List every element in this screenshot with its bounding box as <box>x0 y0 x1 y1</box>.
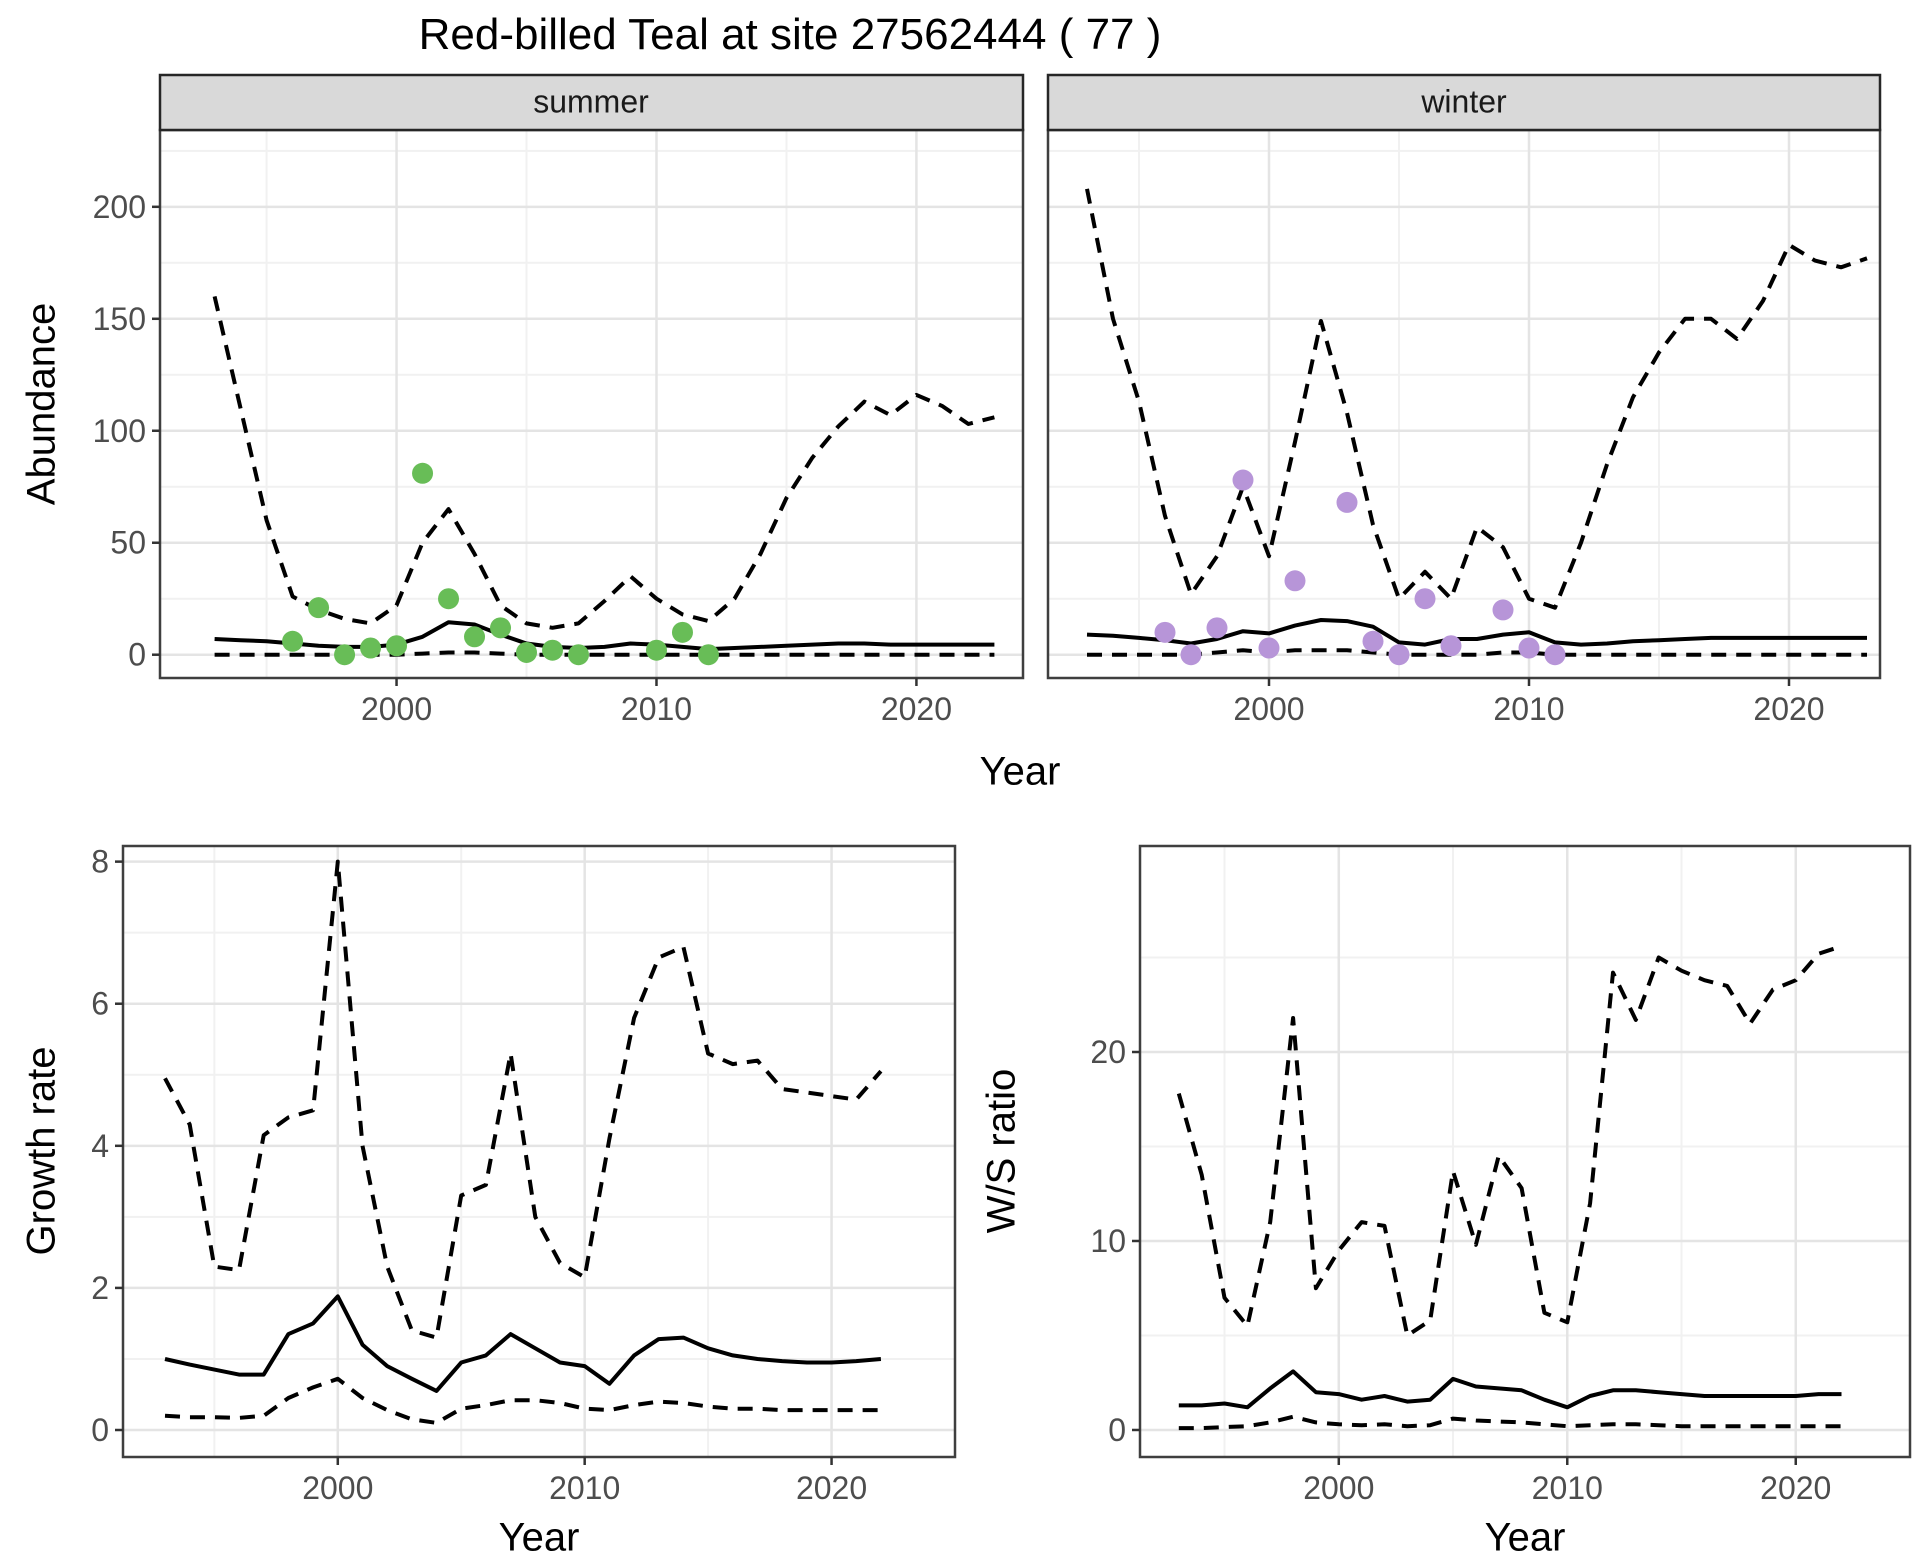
y-axis-tick-label: 10 <box>1090 1223 1126 1259</box>
observed-counts-point <box>1154 621 1176 643</box>
abundance-winter-lower-95ci-line <box>1087 648 1867 657</box>
y-axis-tick-label: 100 <box>93 413 146 449</box>
observed-counts-point <box>1180 644 1202 666</box>
page-title: Red-billed Teal at site 27562444 ( 77 ) <box>418 10 1162 59</box>
y-axis-title-ws-ratio: W/S ratio <box>979 1068 1024 1234</box>
observed-counts-point <box>1388 644 1410 666</box>
x-axis-tick-label: 2000 <box>361 691 432 727</box>
observed-counts-point <box>1544 644 1566 666</box>
x-axis-tick-label: 2020 <box>796 1470 867 1506</box>
panel-background <box>1140 846 1910 1457</box>
observed-counts-point <box>568 644 590 666</box>
panel-border <box>121 844 957 1459</box>
observed-counts-point <box>1492 599 1514 621</box>
y-axis-title-growth-rate: Growth rate <box>19 1046 64 1256</box>
observed-counts-point <box>516 641 538 663</box>
observed-counts-point <box>1336 491 1358 513</box>
x-axis-tick-label: 2010 <box>1493 691 1564 727</box>
observed-counts-point <box>1414 588 1436 610</box>
ws-ratio-median-line <box>1178 1369 1842 1410</box>
y-axis-tick-label: 20 <box>1090 1034 1126 1070</box>
facet-label-winter: winter <box>1421 83 1507 120</box>
x-axis-title-year-top: Year <box>979 749 1061 794</box>
observed-counts-point <box>1440 635 1462 657</box>
panel-background <box>123 846 955 1457</box>
facet-strip <box>158 73 1025 132</box>
x-axis-tick-label: 2010 <box>1532 1470 1603 1506</box>
ws-ratio-lower-95ci-line <box>1178 1414 1842 1431</box>
y-axis-tick-label: 50 <box>110 525 146 561</box>
observed-counts-point <box>464 626 486 648</box>
x-axis-title-year-bottom-left: Year <box>498 1515 580 1560</box>
panel-background <box>1048 130 1880 678</box>
observed-counts-point <box>697 644 719 666</box>
abundance-winter-median-line <box>1086 618 1867 647</box>
observed-counts-point <box>334 644 356 666</box>
y-axis-tick-label: 4 <box>91 1128 109 1164</box>
growth-rate-lower-95ci-line <box>164 1376 881 1425</box>
panel-growth-rate: 0 2 4 6 8 2000 2010 2020 <box>91 844 957 1506</box>
y-axis-tick-label: 150 <box>93 301 146 337</box>
observed-counts-point <box>1258 637 1280 659</box>
panel-abundance-winter: 2000 2010 2020 <box>1046 73 1882 727</box>
growth-rate-median-line <box>164 1294 882 1393</box>
observed-counts-point <box>1206 617 1228 639</box>
x-axis-tick-label: 2000 <box>302 1470 373 1506</box>
x-axis-tick-label: 2020 <box>1760 1470 1831 1506</box>
observed-counts-point <box>360 637 382 659</box>
observed-counts-point <box>1362 630 1384 652</box>
x-axis-tick-label: 2020 <box>881 691 952 727</box>
x-axis-tick-label: 2020 <box>1753 691 1824 727</box>
observed-counts-point <box>1518 637 1540 659</box>
observed-counts-point <box>645 639 667 661</box>
y-axis-tick-label: 0 <box>1108 1412 1126 1448</box>
observed-counts-point <box>671 621 693 643</box>
observed-counts-point <box>282 630 304 652</box>
observed-counts-point <box>308 597 330 619</box>
panel-border <box>1138 844 1912 1459</box>
y-axis-tick-label: 0 <box>128 637 146 673</box>
panel-ws-ratio: 0 10 20 2000 2010 2020 <box>1090 844 1912 1506</box>
y-axis-tick-label: 0 <box>91 1412 109 1448</box>
observed-counts-point <box>490 617 512 639</box>
y-axis-tick-label: 200 <box>93 189 146 225</box>
panel-abundance-summer: 0 50 100 150 200 2000 2010 2020 <box>93 73 1025 727</box>
x-axis-tick-label: 2010 <box>549 1470 620 1506</box>
observed-counts-point <box>412 462 434 484</box>
panel-background <box>160 130 1023 678</box>
observed-counts-point <box>438 588 460 610</box>
abundance-winter-upper-95ci-line <box>1085 188 1868 610</box>
abundance-summer-upper-95ci-line <box>212 295 995 630</box>
y-axis-tick-label: 6 <box>91 986 109 1022</box>
growth-rate-upper-95ci-line <box>163 859 883 1340</box>
facet-label-summer: summer <box>533 83 649 120</box>
observed-counts-point <box>542 639 564 661</box>
y-axis-title-abundance: Abundance <box>19 302 64 506</box>
observed-counts-point <box>386 635 408 657</box>
y-axis-tick-label: 2 <box>91 1270 109 1306</box>
ws-ratio-upper-95ci-line <box>1176 944 1843 1338</box>
x-axis-tick-label: 2000 <box>1303 1470 1374 1506</box>
x-axis-tick-label: 2010 <box>621 691 692 727</box>
y-axis-tick-label: 8 <box>91 844 109 880</box>
x-axis-title-year-bottom-right: Year <box>1484 1515 1566 1560</box>
observed-counts-point <box>1284 570 1306 592</box>
x-axis-tick-label: 2000 <box>1233 691 1304 727</box>
facet-strip <box>1046 73 1882 132</box>
observed-counts-point <box>1232 469 1254 491</box>
